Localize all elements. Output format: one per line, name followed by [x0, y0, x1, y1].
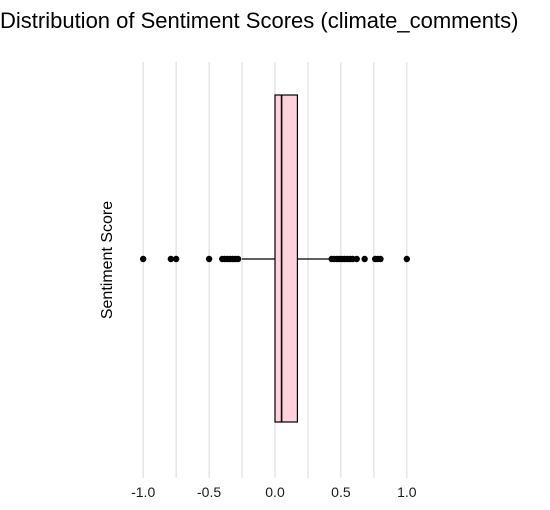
- outlier-point: [167, 255, 175, 263]
- x-axis-ticks: -1.0 -0.5 0.0 0.5 1.0: [131, 484, 417, 500]
- outlier-point: [205, 255, 213, 263]
- outlier-point: [377, 255, 384, 263]
- x-tick-label: 1.0: [397, 484, 417, 500]
- x-tick-label: -1.0: [131, 484, 155, 500]
- iqr-box: [274, 94, 299, 423]
- plot-area: [139, 94, 411, 423]
- chart-title: Distribution of Sentiment Scores (climat…: [0, 8, 519, 33]
- outlier-point: [403, 255, 411, 263]
- outlier-point: [234, 255, 242, 263]
- outlier-point: [361, 255, 368, 263]
- outlier-point: [353, 255, 360, 263]
- y-axis-title: Sentiment Score: [99, 201, 116, 319]
- outlier-point: [172, 255, 180, 263]
- x-tick-label: -0.5: [197, 484, 221, 500]
- x-tick-label: 0.0: [265, 484, 285, 500]
- outlier-point: [139, 255, 147, 263]
- x-tick-label: 0.5: [331, 484, 351, 500]
